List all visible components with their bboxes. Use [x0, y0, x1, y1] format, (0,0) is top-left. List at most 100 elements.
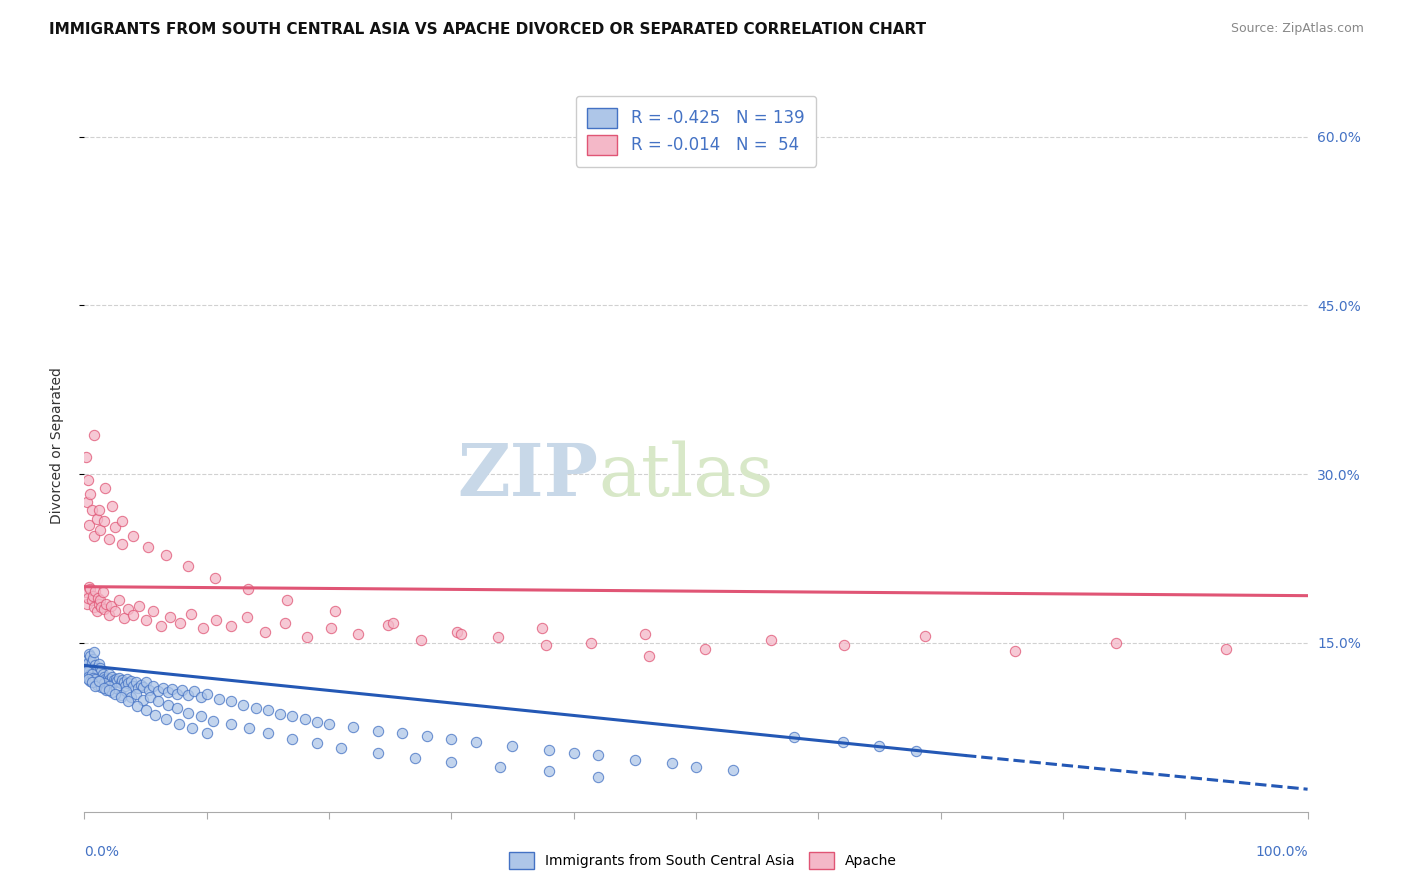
Point [87, 591, 110, 605]
Point [83, 599, 105, 614]
Point [195, 687, 218, 701]
Point [87, 674, 110, 689]
Point [76, 597, 98, 611]
Point [905, 744, 928, 758]
Point [831, 735, 853, 749]
Point [100, 674, 122, 689]
Point [83, 427, 105, 442]
Point [86, 512, 108, 526]
Point [347, 627, 370, 641]
Point [75, 585, 97, 599]
Point [305, 714, 328, 729]
Point [281, 709, 304, 723]
Point [101, 499, 124, 513]
Point [502, 739, 524, 754]
Point [633, 627, 655, 641]
Point [832, 638, 855, 652]
Point [125, 675, 148, 690]
Point [1104, 636, 1126, 650]
Point [77, 670, 100, 684]
Point [538, 743, 561, 757]
Point [440, 731, 463, 746]
Point [318, 717, 340, 731]
Point [86, 661, 108, 675]
Point [586, 770, 609, 784]
Point [79, 582, 101, 596]
Point [79, 674, 101, 689]
Point [236, 610, 259, 624]
Point [79, 667, 101, 681]
Point [105, 672, 128, 686]
Point [152, 681, 174, 695]
Point [101, 670, 124, 684]
Point [89, 670, 111, 684]
Point [128, 599, 150, 613]
Point [305, 736, 328, 750]
Point [110, 676, 132, 690]
Point [180, 607, 202, 621]
Point [104, 675, 127, 690]
Point [245, 701, 267, 715]
Point [166, 701, 188, 715]
Point [82, 589, 104, 603]
Point [76, 661, 98, 675]
Point [103, 673, 125, 687]
Point [82, 651, 104, 665]
Point [156, 698, 179, 712]
Point [323, 604, 346, 618]
Point [294, 713, 316, 727]
Point [111, 515, 134, 529]
Point [125, 687, 148, 701]
Text: 100.0%: 100.0% [1256, 845, 1308, 859]
Point [146, 684, 169, 698]
Point [111, 537, 134, 551]
Point [127, 681, 149, 695]
Point [104, 687, 127, 701]
Point [132, 680, 155, 694]
Point [1215, 641, 1237, 656]
Point [97, 671, 120, 685]
Point [96, 597, 118, 611]
Point [84, 679, 107, 693]
Point [183, 684, 205, 698]
Point [783, 731, 806, 745]
Text: ZIP: ZIP [457, 440, 598, 511]
Point [77, 664, 100, 678]
Point [96, 675, 118, 690]
Point [381, 615, 404, 630]
Point [97, 667, 120, 681]
Point [87, 674, 110, 689]
Point [869, 739, 891, 754]
Point [98, 672, 121, 686]
Point [80, 675, 103, 690]
Point [110, 690, 132, 704]
Point [80, 672, 103, 686]
Point [693, 641, 716, 656]
Point [117, 602, 139, 616]
Point [94, 481, 117, 495]
Point [440, 755, 463, 769]
Point [120, 690, 142, 704]
Point [97, 533, 120, 547]
Point [91, 667, 114, 681]
Point [155, 548, 177, 562]
Point [191, 621, 214, 635]
Point [195, 726, 218, 740]
Point [83, 675, 105, 690]
Point [87, 663, 110, 677]
Point [76, 495, 98, 509]
Point [190, 690, 212, 704]
Point [150, 619, 173, 633]
Point [638, 649, 661, 664]
Point [204, 571, 226, 585]
Point [93, 670, 115, 684]
Point [80, 655, 103, 669]
Point [89, 593, 111, 607]
Point [111, 673, 134, 687]
Point [685, 760, 707, 774]
Point [136, 541, 159, 555]
Point [177, 706, 200, 720]
Point [219, 619, 242, 633]
Point [107, 671, 129, 685]
Point [450, 627, 472, 641]
